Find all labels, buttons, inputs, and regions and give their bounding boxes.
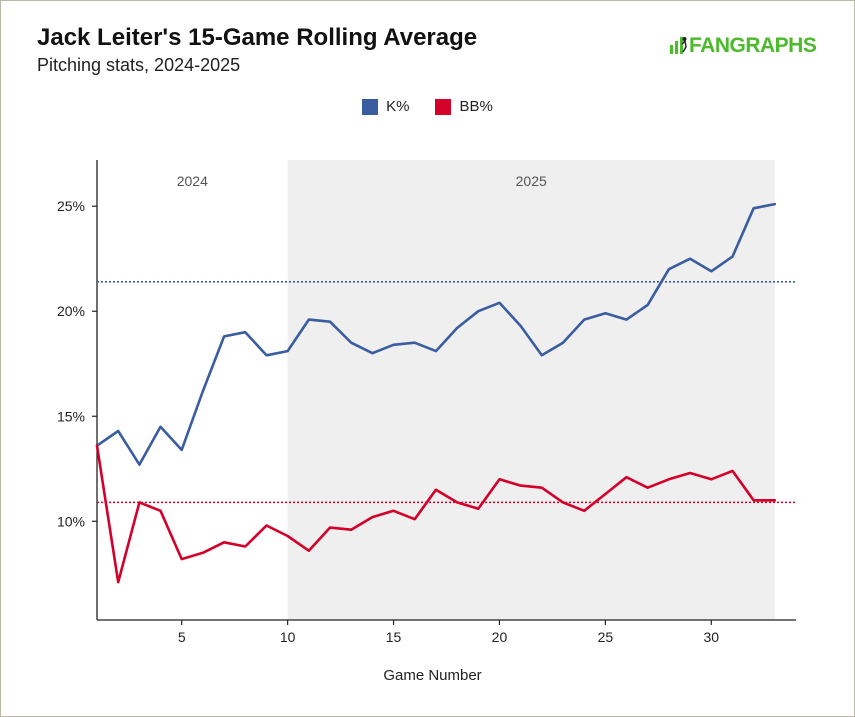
x-tick-label: 30 — [703, 629, 719, 645]
legend-swatch-bb-pct — [435, 98, 452, 115]
legend-swatch-k-pct — [362, 98, 379, 115]
season-region-2025 — [287, 160, 775, 620]
fangraphs-logo-text: FANGRAPHS — [689, 34, 817, 57]
x-tick-label: 10 — [280, 629, 296, 645]
chart-subtitle: Pitching stats, 2024-2025 — [37, 55, 241, 75]
legend-label-bb-pct: BB% — [459, 98, 493, 115]
legend-item-k-pct: K% — [362, 98, 409, 115]
legend-label-k-pct: K% — [386, 98, 410, 115]
x-tick-label: 15 — [386, 629, 402, 645]
x-tick-label: 20 — [492, 629, 508, 645]
y-tick-label: 25% — [57, 198, 85, 214]
series-line-k-pct — [95, 202, 777, 466]
x-tick-label: 25 — [598, 629, 614, 645]
y-tick-label: 15% — [57, 408, 85, 424]
series-line-bb-pct — [95, 444, 777, 584]
legend-item-bb-pct: BB% — [435, 98, 493, 115]
chart-title: Jack Leiter's 15-Game Rolling Average — [37, 24, 478, 51]
fangraphs-logo: FANGRAPHS — [668, 34, 817, 58]
season-label-2025: 2025 — [516, 173, 547, 189]
legend: K% BB% — [0, 98, 855, 115]
x-axis-title: Game Number — [383, 667, 481, 684]
y-tick-label: 20% — [57, 303, 85, 319]
season-label-2024: 2024 — [177, 173, 208, 189]
y-tick-label: 10% — [57, 513, 85, 529]
x-tick-label: 5 — [178, 629, 186, 645]
fangraphs-logo-icon — [670, 37, 687, 54]
